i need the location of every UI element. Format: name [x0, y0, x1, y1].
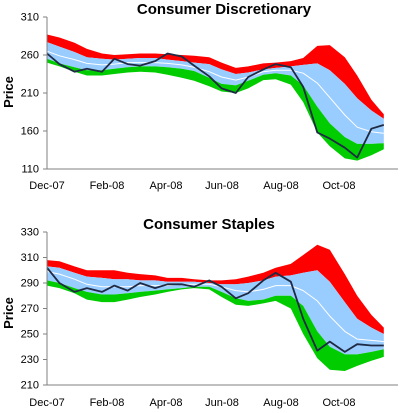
y-tick-labels: 110 160 210 260 310	[21, 12, 39, 176]
chart-title: Consumer Discretionary	[137, 1, 312, 18]
price-line	[46, 267, 384, 353]
x-tick-labels: Dec-07 Feb-08 Apr-08 Jun-08 Aug-08 Oct-0…	[29, 180, 355, 192]
moving-average-line	[46, 271, 384, 343]
y-tick-label: 160	[21, 126, 39, 138]
chart-consumer-staples: Consumer Staples Price 210 230 250 270 2…	[1, 216, 398, 409]
upper-band-area	[47, 244, 384, 334]
x-tick-label: Apr-08	[149, 397, 182, 409]
plot-area	[43, 231, 384, 386]
chart-title: Consumer Staples	[143, 216, 275, 233]
y-axis-title: Price	[1, 297, 16, 329]
x-tick-label: Oct-08	[322, 180, 355, 192]
y-tick-label: 210	[21, 88, 39, 100]
y-tick-label: 230	[21, 354, 39, 366]
x-tick-label: Oct-08	[322, 397, 355, 409]
x-tick-labels: Dec-07 Feb-08 Apr-08 Jun-08 Aug-08 Oct-0…	[29, 397, 355, 409]
y-tick-label: 210	[21, 380, 39, 392]
y-tick-label: 250	[21, 329, 39, 341]
x-tick-label: Aug-08	[263, 397, 298, 409]
y-tick-label: 310	[21, 252, 39, 264]
x-tick-label: Apr-08	[149, 180, 182, 192]
lower-band-area	[47, 280, 384, 371]
plot-area	[43, 16, 385, 170]
lower-band-area	[47, 58, 384, 161]
x-tick-label: Aug-08	[263, 180, 298, 192]
x-tick-label: Feb-08	[90, 180, 125, 192]
y-tick-label: 270	[21, 303, 39, 315]
moving-average-line	[46, 50, 384, 134]
upper-band-area	[47, 34, 384, 119]
chart-consumer-discretionary: Consumer Discretionary Price 110 160 210…	[1, 1, 398, 192]
y-tick-labels: 210 230 250 270 290 310 330	[21, 227, 39, 392]
x-tick-label: Jun-08	[205, 397, 239, 409]
x-tick-label: Feb-08	[90, 397, 125, 409]
x-tick-label: Dec-07	[29, 180, 64, 192]
x-tick-label: Jun-08	[205, 180, 239, 192]
y-tick-label: 330	[21, 227, 39, 239]
price-line	[46, 52, 385, 159]
y-tick-label: 290	[21, 278, 39, 290]
x-tick-label: Dec-07	[29, 397, 64, 409]
y-axis-title: Price	[1, 76, 16, 108]
y-tick-label: 260	[21, 50, 39, 62]
y-tick-label: 310	[21, 12, 39, 24]
inner-band-area	[47, 42, 384, 144]
y-tick-label: 110	[21, 164, 39, 176]
